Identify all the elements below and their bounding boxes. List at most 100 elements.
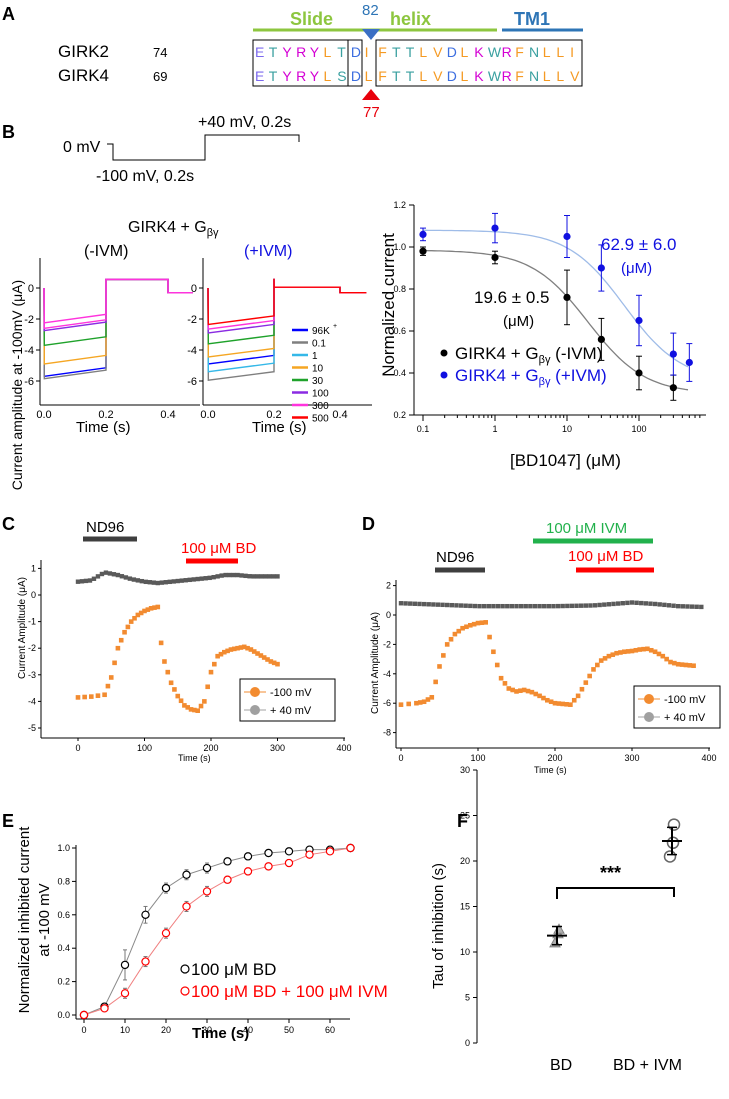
sequence-alignment: E T Y R Y L T D I F T T L V D L K W R F N L L IE T Y R Y L S D L F T T L V D L… bbox=[255, 44, 580, 84]
dose-point bbox=[563, 293, 571, 301]
c-plus40-point bbox=[99, 571, 105, 577]
c-plus40-point bbox=[251, 574, 256, 579]
d-plus40-point bbox=[597, 602, 602, 608]
f-bdivm-point bbox=[663, 850, 677, 863]
residue-girk2-20: N bbox=[529, 44, 539, 60]
trace-ytick-label: 0 bbox=[28, 283, 34, 295]
d-minus100-point bbox=[441, 653, 446, 658]
d-minus100-point bbox=[633, 647, 639, 653]
trace-xtick-left: 0.2 bbox=[98, 409, 113, 421]
c-minus100-point bbox=[238, 645, 244, 650]
c-ylabel: Current Amplitude (μA) bbox=[17, 577, 28, 679]
significance-bracket bbox=[556, 887, 675, 899]
d-minus100-point bbox=[483, 620, 488, 625]
c-xtick-label: 100 bbox=[137, 743, 152, 753]
residue-girk2-12: L bbox=[419, 44, 427, 60]
c-minus100-point bbox=[275, 661, 280, 667]
d-minus100-point bbox=[575, 693, 581, 699]
d-plus40-point bbox=[491, 603, 496, 609]
d-plus40-point bbox=[648, 601, 653, 606]
d-plus40-point bbox=[431, 602, 436, 607]
residue-girk2-0: E bbox=[255, 44, 264, 60]
c-minus100-point bbox=[108, 675, 114, 680]
f-ytick-label: 5 bbox=[465, 993, 470, 1003]
d-plus40-point bbox=[657, 602, 662, 607]
d-xtick-label: 0 bbox=[398, 753, 403, 763]
c-minus100-point bbox=[235, 645, 240, 651]
d-minus100-point bbox=[629, 648, 635, 654]
residue-girk4-4: Y bbox=[310, 68, 320, 84]
d-plus40-point bbox=[421, 601, 427, 607]
dose-xlabel: [BD1047] (μM) bbox=[510, 451, 621, 470]
c-plus40-point bbox=[239, 573, 244, 578]
girk2-start: 74 bbox=[153, 45, 167, 60]
c-plus40-point bbox=[211, 574, 216, 580]
e-ytick-label: 0.6 bbox=[57, 910, 70, 920]
e-legend-marker-2 bbox=[180, 986, 190, 996]
d-minus100-point bbox=[672, 660, 677, 666]
dose-point bbox=[685, 358, 693, 367]
up-arrow-icon bbox=[362, 89, 380, 100]
c-minus100-point bbox=[212, 661, 217, 667]
d-ytick-label: -4 bbox=[383, 669, 391, 679]
e-xlabel: Time (s) bbox=[192, 1025, 249, 1042]
d-minus100-point bbox=[429, 695, 435, 700]
c-minus100-point bbox=[188, 707, 194, 712]
residue-girk2-16: K bbox=[474, 44, 484, 60]
position-77-label: 77 bbox=[363, 104, 380, 121]
residue-girk4-10: T bbox=[392, 68, 401, 84]
e-xtick-label: 50 bbox=[284, 1025, 294, 1035]
dose-ytick-label: 0.8 bbox=[393, 284, 406, 294]
c-minus100-point bbox=[112, 660, 117, 666]
d-minus100-point bbox=[595, 662, 600, 668]
c-minus100-point bbox=[118, 637, 124, 643]
e-data-point bbox=[325, 847, 335, 856]
dose-ytick-label: 0.6 bbox=[393, 326, 406, 336]
e-data-point bbox=[120, 989, 130, 998]
e-data-point bbox=[284, 858, 294, 868]
trace-ytick-label-r: 0 bbox=[191, 283, 197, 295]
c-minus100-point bbox=[261, 655, 267, 660]
d-minus100-point bbox=[556, 701, 562, 706]
dose-point bbox=[563, 232, 571, 241]
girk4-name: GIRK4 bbox=[58, 66, 109, 85]
d-minus100-point bbox=[491, 649, 496, 655]
e-data-point bbox=[202, 887, 212, 896]
e-data-point bbox=[243, 867, 253, 876]
d-minus100-point bbox=[687, 663, 693, 668]
d-minus100-point bbox=[437, 664, 442, 669]
legend-label: 0.1 bbox=[312, 339, 326, 350]
residue-girk4-5: L bbox=[324, 68, 332, 84]
c-minus100-point bbox=[271, 660, 277, 666]
d-minus100-point bbox=[529, 689, 535, 695]
d-minus100-point bbox=[444, 642, 450, 647]
d-minus100-point bbox=[648, 647, 654, 653]
residue-girk2-5: L bbox=[324, 44, 332, 60]
d-minus100-point bbox=[645, 646, 650, 652]
e-data-point bbox=[141, 910, 150, 920]
c-plus40-point bbox=[139, 578, 145, 584]
c-plus40-point bbox=[127, 576, 133, 581]
bd-label-d: 100 μM BD bbox=[568, 548, 644, 565]
c-minus100-point bbox=[178, 698, 184, 704]
d-minus100-point bbox=[622, 649, 627, 655]
current-trace bbox=[207, 278, 367, 326]
dose-xtick-label: 0.1 bbox=[417, 424, 430, 434]
d-legend-dot-1 bbox=[644, 694, 654, 704]
c-plus40-point bbox=[75, 579, 81, 584]
d-plus40-point bbox=[680, 604, 686, 609]
c-plus40-point bbox=[247, 574, 252, 579]
d-minus100-point bbox=[602, 656, 608, 661]
residue-girk4-20: N bbox=[529, 68, 539, 84]
residue-girk2-9: F bbox=[378, 44, 387, 60]
voltage-protocol bbox=[107, 134, 300, 161]
ic50-minus-unit: (μM) bbox=[503, 313, 534, 330]
c-minus100-point bbox=[168, 680, 174, 686]
d-minus100-point bbox=[414, 700, 419, 706]
c-plus40-point bbox=[131, 577, 137, 582]
f-ytick-label: 0 bbox=[465, 1038, 470, 1048]
c-minus100-point bbox=[122, 629, 127, 635]
c-minus100-point bbox=[198, 703, 204, 709]
d-plus40-point bbox=[514, 603, 519, 609]
residue-girk2-6: T bbox=[337, 44, 346, 60]
